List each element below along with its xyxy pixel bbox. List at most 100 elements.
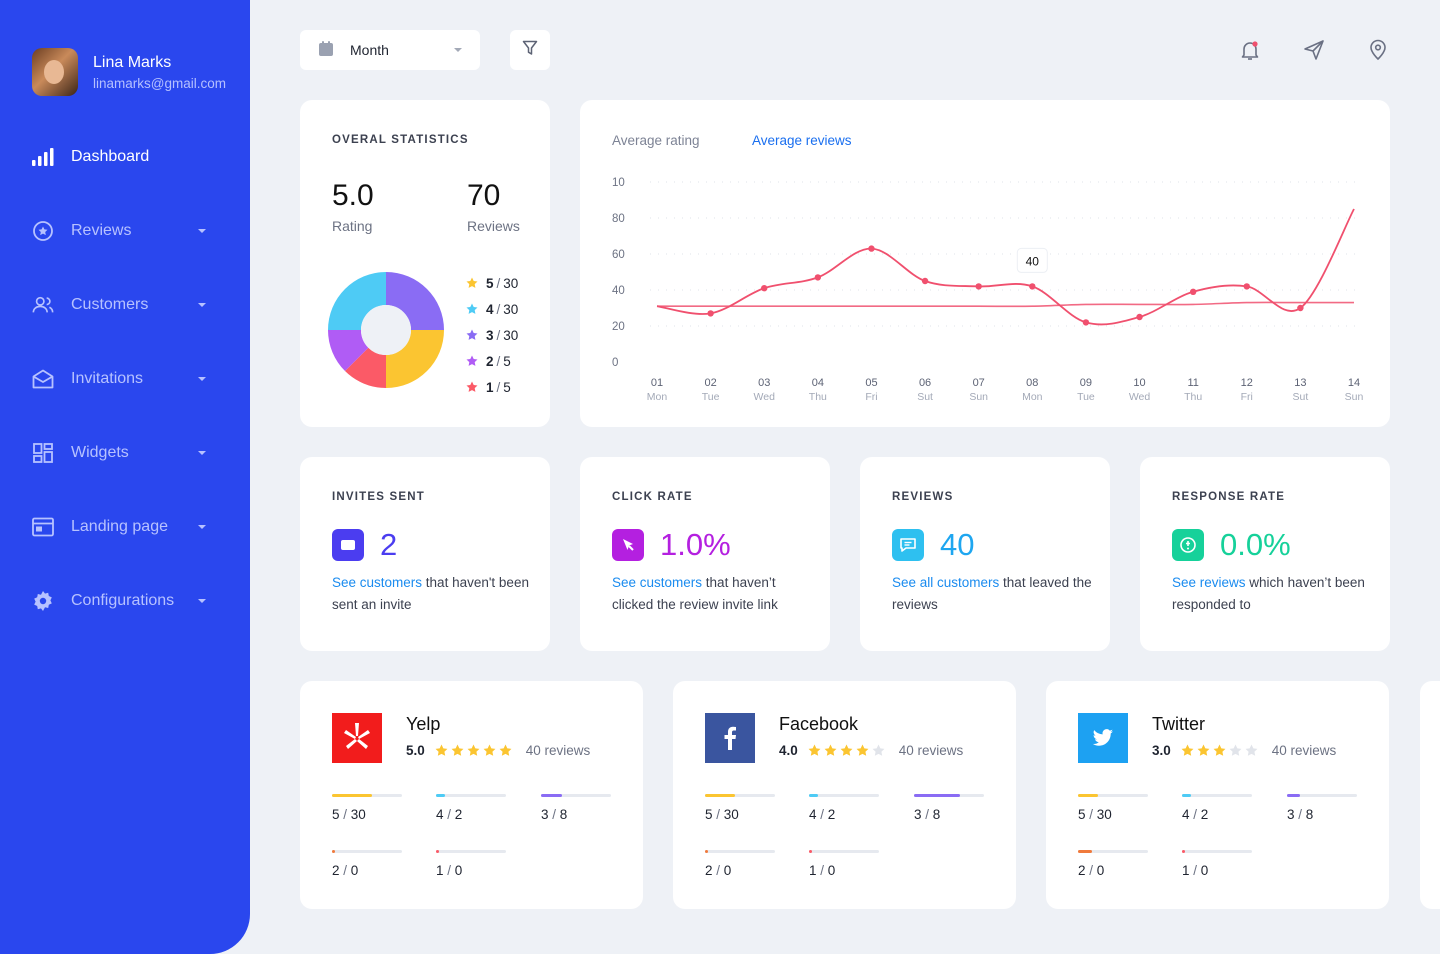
see-all-customers-link[interactable]: See all customers [892, 575, 1000, 590]
rating-bar: 5 / 30 [332, 794, 402, 822]
cursor-click-icon [612, 529, 644, 561]
sidebar-item-dashboard[interactable]: Dashboard [32, 140, 222, 174]
x-tick-day: Tue [702, 391, 720, 403]
card-title: OVERAL STATISTICS [332, 134, 469, 146]
rating-bar-fill [1078, 794, 1098, 797]
star-icon [466, 303, 478, 314]
y-tick-label: 20 [612, 321, 625, 333]
star-rating [808, 744, 885, 757]
rating-bar: 4 / 2 [1182, 794, 1252, 822]
star-icon [824, 744, 837, 756]
tab-average-rating[interactable]: Average rating [612, 133, 700, 148]
rating-bar-label: 4 / 2 [809, 807, 836, 822]
rating-bar-label: 3 / 8 [1287, 807, 1314, 822]
rating-donut-chart [328, 272, 444, 388]
star-icon [466, 277, 478, 288]
rating-bar-track [809, 794, 879, 797]
rating-bar-track [436, 794, 506, 797]
y-tick-label: 80 [612, 213, 625, 225]
x-tick-label: 14 [1348, 377, 1360, 389]
see-customers-link[interactable]: See customers [612, 575, 703, 590]
reviews-label: Reviews [467, 218, 520, 234]
legend-row: 2/5 [466, 348, 518, 374]
star-icon [466, 381, 478, 392]
donut-slice-4-star [328, 272, 386, 330]
facebook-icon [705, 713, 755, 763]
notification-bell-icon[interactable] [1238, 38, 1262, 62]
rating-bar-label: 4 / 2 [1182, 807, 1209, 822]
star-icon [872, 744, 885, 756]
rating-bar-track [809, 850, 879, 853]
chart-tooltip-label: 40 [1026, 254, 1040, 268]
calendar-icon [318, 40, 334, 60]
chevron-down-icon [198, 525, 206, 529]
sidebar-item-widgets[interactable]: Widgets [32, 436, 222, 470]
sidebar-item-customers[interactable]: Customers [32, 288, 222, 322]
rating-bar-label: 4 / 2 [436, 807, 463, 822]
rating-bar-label: 2 / 0 [705, 863, 732, 878]
donut-slice-5-star [386, 330, 444, 388]
x-tick-label: 13 [1294, 377, 1306, 389]
rating-bar-fill [1182, 850, 1185, 853]
sidebar-item-label: Customers [71, 296, 149, 313]
chevron-down-icon [198, 377, 206, 381]
rating-bar-track [1287, 794, 1357, 797]
sidebar-item-label: Invitations [71, 370, 144, 387]
source-rating: 4.0 40 reviews [779, 743, 964, 758]
data-point [1136, 313, 1143, 321]
rating-bar-fill [332, 850, 335, 853]
rating-bar-fill [705, 850, 708, 853]
rating-bar-label: 1 / 0 [1182, 863, 1209, 878]
x-tick-label: 08 [1026, 377, 1038, 389]
sidebar-item-configurations[interactable]: Configurations [32, 584, 222, 618]
location-pin-icon[interactable] [1366, 38, 1390, 62]
rating-bar: 3 / 8 [1287, 794, 1357, 822]
source-name: Yelp [406, 714, 441, 734]
star-icon [451, 744, 464, 756]
star-icon [1229, 744, 1242, 756]
rating-bar-track [705, 794, 775, 797]
x-tick-day: Sut [917, 391, 933, 403]
browser-icon [32, 516, 54, 538]
source-rating: 5.0 40 reviews [406, 743, 591, 758]
rating-bar: 3 / 8 [541, 794, 611, 822]
rating-bar-fill [1287, 794, 1300, 797]
rating-bar-track [436, 850, 506, 853]
data-point [1082, 319, 1090, 326]
see-customers-link[interactable]: See customers [332, 575, 423, 590]
card-title: RESPONSE RATE [1172, 491, 1286, 503]
source-rating: 3.0 40 reviews [1152, 743, 1337, 758]
star-icon [1181, 744, 1194, 756]
chat-icon [892, 529, 924, 561]
rating-bar: 3 / 8 [914, 794, 984, 822]
rating-bar-label: 5 / 30 [332, 807, 366, 822]
average-reviews-line-chart: 0 20 40 60 80 10 01 Mon 02 Tue 03 Wed 04 Thu 05 Fri 06 Su… [612, 177, 1363, 403]
chevron-down-icon [198, 451, 206, 455]
rating-bar: 1 / 0 [809, 850, 879, 878]
sidebar-item-invitations[interactable]: Invitations [32, 362, 222, 396]
send-icon[interactable] [1302, 38, 1326, 62]
x-tick-day: Mon [1022, 391, 1043, 403]
profile-name: Lina Marks [93, 54, 172, 71]
tab-average-reviews[interactable]: Average reviews [752, 133, 852, 148]
sidebar-item-landing-page[interactable]: Landing page [32, 510, 222, 544]
users-icon [32, 294, 54, 316]
metric-value: 40 [940, 527, 975, 562]
sidebar-item-reviews[interactable]: Reviews [32, 214, 222, 248]
user-profile[interactable]: Lina Marks linamarks@gmail.com [32, 48, 226, 96]
x-tick-day: Sut [1293, 391, 1309, 403]
see-reviews-link[interactable]: See reviews [1172, 575, 1246, 590]
filter-button[interactable] [510, 30, 550, 70]
rating-bar: 1 / 0 [436, 850, 506, 878]
yelp-icon [332, 713, 382, 763]
star-rating [435, 744, 512, 757]
rating-bar-track [914, 794, 984, 797]
sidebar: Lina Marks linamarks@gmail.com Dashboard… [0, 0, 250, 954]
legend-row: 4/30 [466, 296, 518, 322]
x-tick-label: 02 [704, 377, 716, 389]
click-rate-card: CLICK RATE 1.0% See customers that haven… [580, 457, 830, 651]
invites-sent-card: INVITES SENT 2 See customers that haven'… [300, 457, 550, 651]
period-select[interactable]: Month [300, 30, 480, 70]
data-point [1297, 304, 1304, 312]
y-tick-label: 10 [612, 177, 625, 189]
